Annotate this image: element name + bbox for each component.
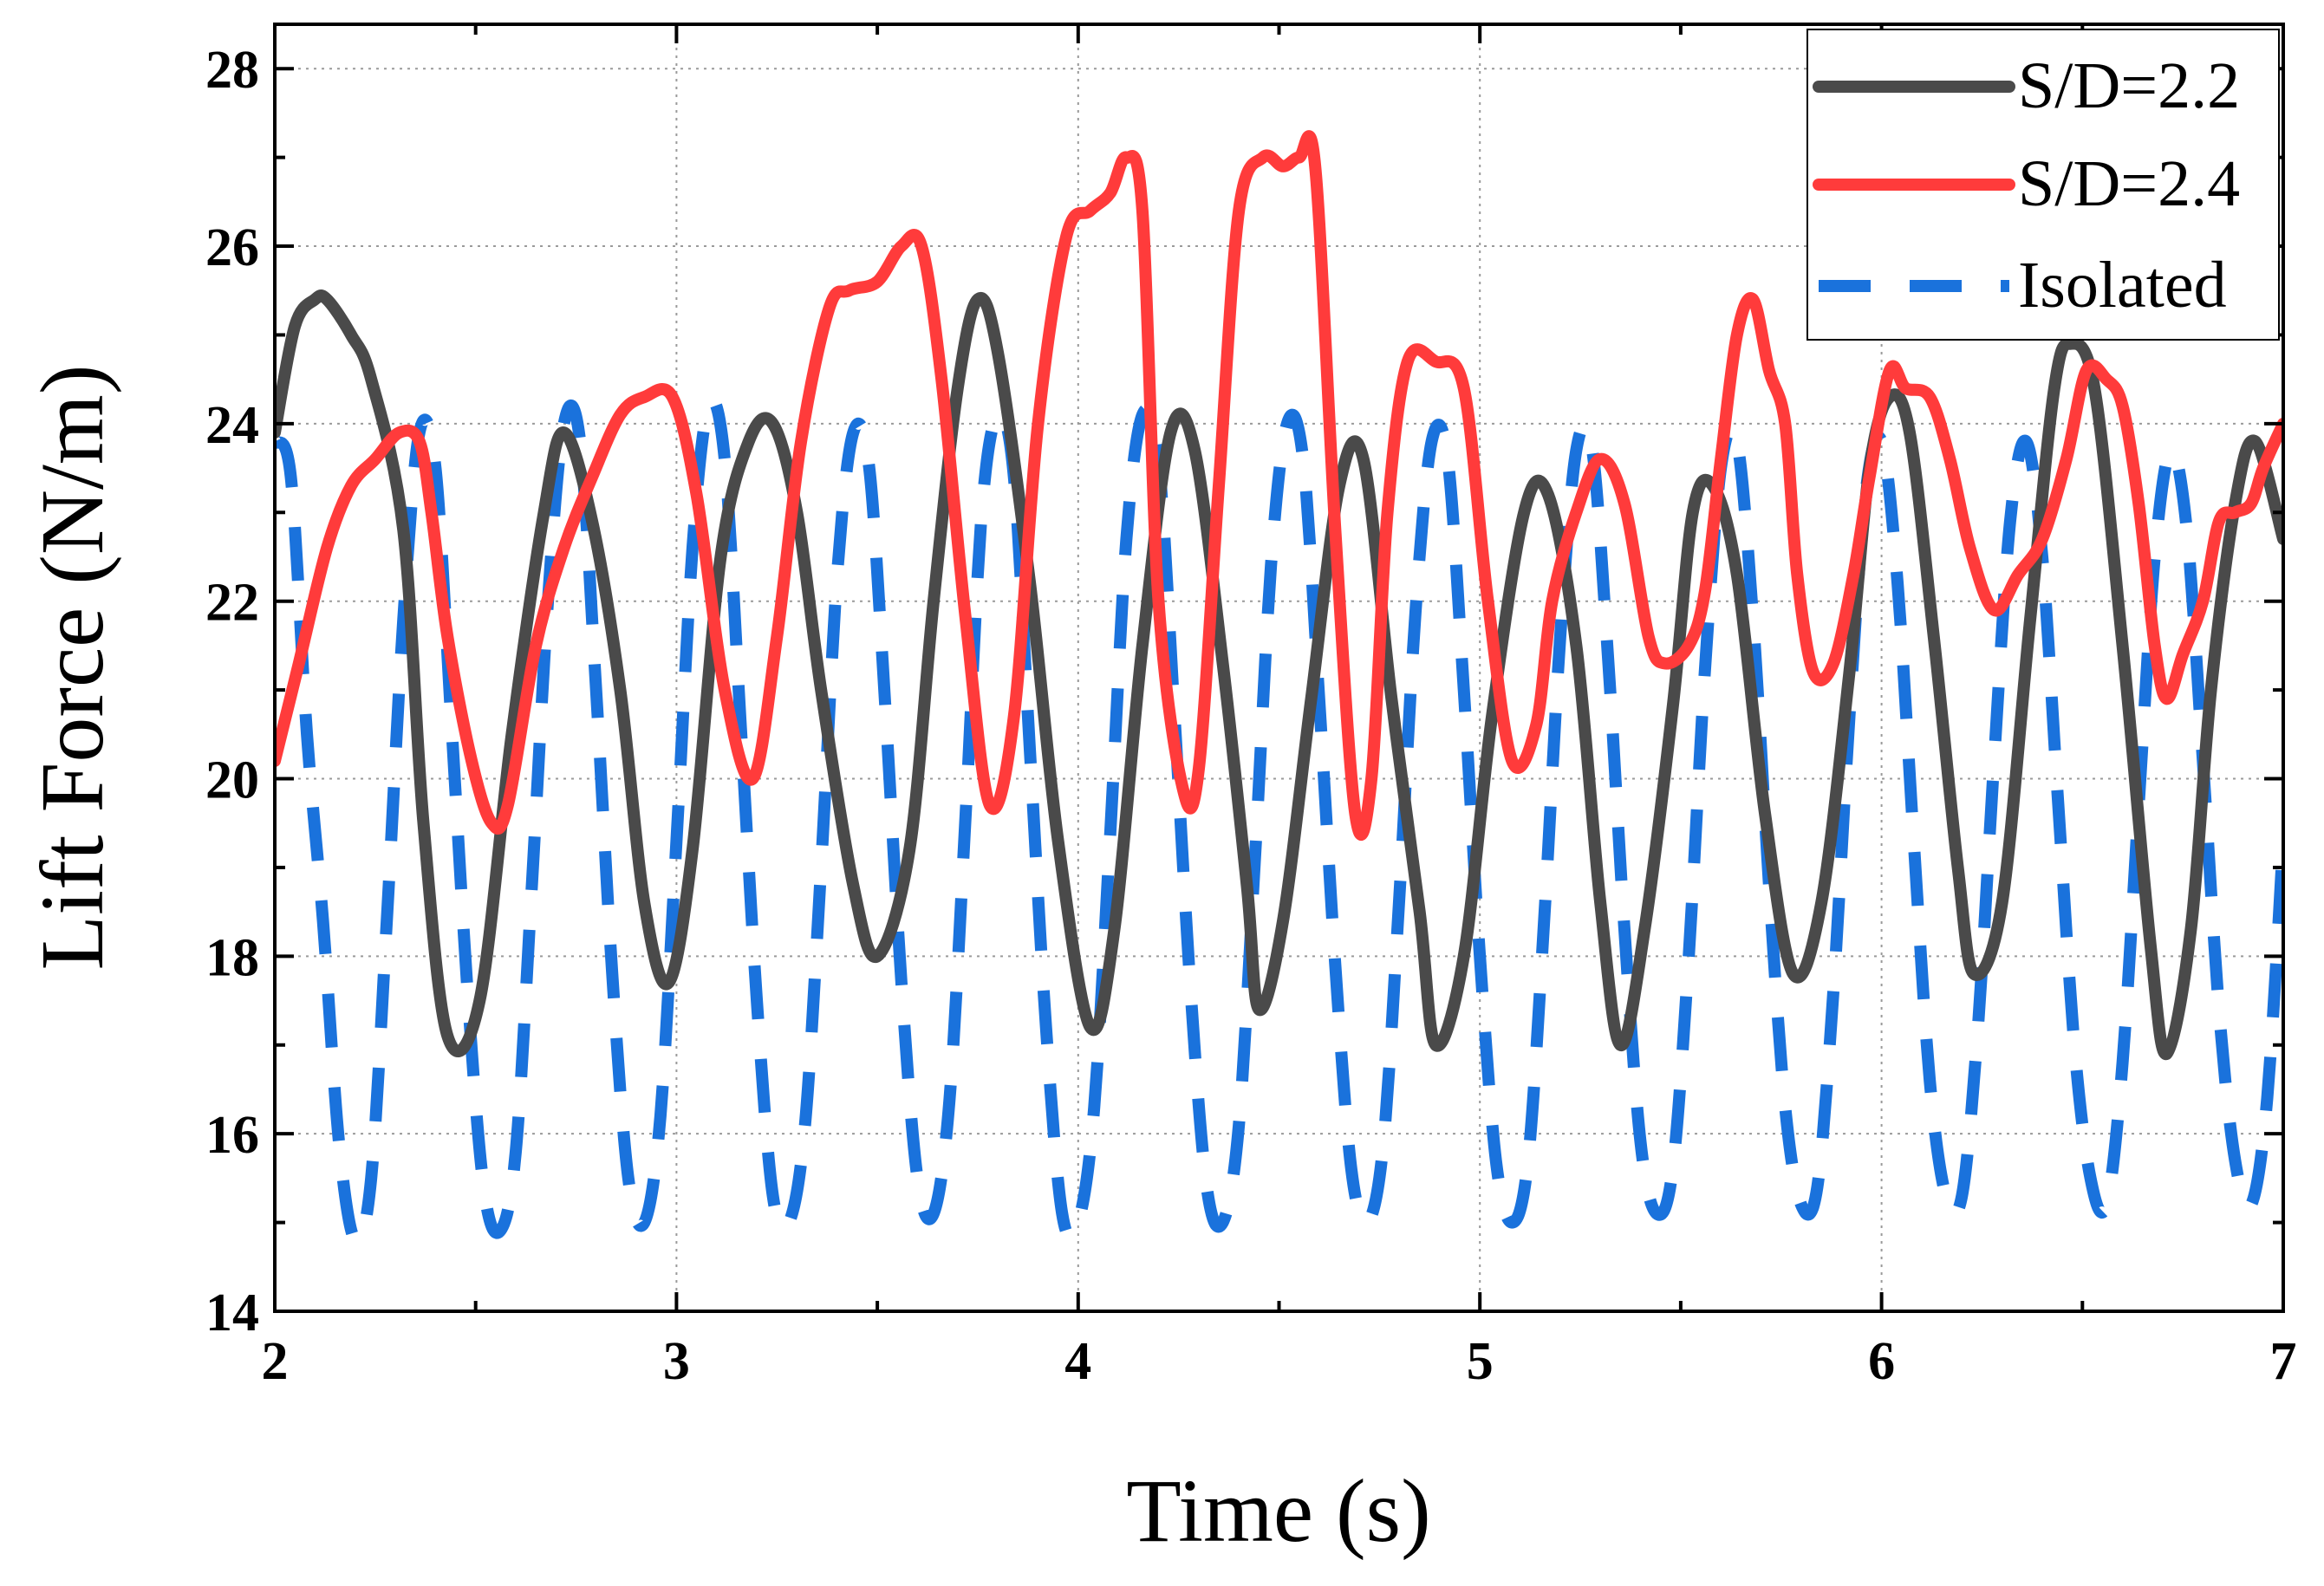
y-tick-label: 20	[205, 751, 259, 810]
y-tick-label: 26	[205, 218, 259, 277]
x-axis-title: Time (s)	[1126, 1461, 1431, 1561]
x-tick-label: 4	[1064, 1332, 1091, 1391]
series-layer	[275, 130, 2283, 1248]
y-tick-label: 16	[205, 1106, 259, 1165]
x-tick-label: 6	[1868, 1332, 1895, 1391]
y-tick-label: 18	[205, 928, 259, 987]
series-line-isolated	[275, 394, 2283, 1248]
legend: S/D=2.2 S/D=2.4 Isolated	[1806, 29, 2280, 341]
legend-label-sd-2-4: S/D=2.4	[2018, 147, 2240, 220]
tick-labels: 2 3 4 5 6 7 14 16 18 20 22 24 26 28	[205, 41, 2297, 1391]
x-tick-label: 5	[1467, 1332, 1494, 1391]
legend-label-sd-2-2: S/D=2.2	[2018, 49, 2240, 122]
y-axis-title: Lift Force (N/m)	[23, 365, 122, 971]
y-tick-label: 14	[205, 1284, 259, 1342]
y-tick-label: 24	[205, 396, 259, 455]
y-tick-label: 28	[205, 41, 259, 100]
series-line-sd-2-2	[275, 289, 2283, 1060]
x-tick-label: 2	[262, 1332, 289, 1391]
x-tick-label: 7	[2270, 1332, 2297, 1391]
legend-label-isolated: Isolated	[2018, 249, 2227, 322]
series-line-sd-2-4	[275, 130, 2283, 842]
y-tick-label: 22	[205, 574, 259, 633]
x-tick-label: 3	[663, 1332, 690, 1391]
